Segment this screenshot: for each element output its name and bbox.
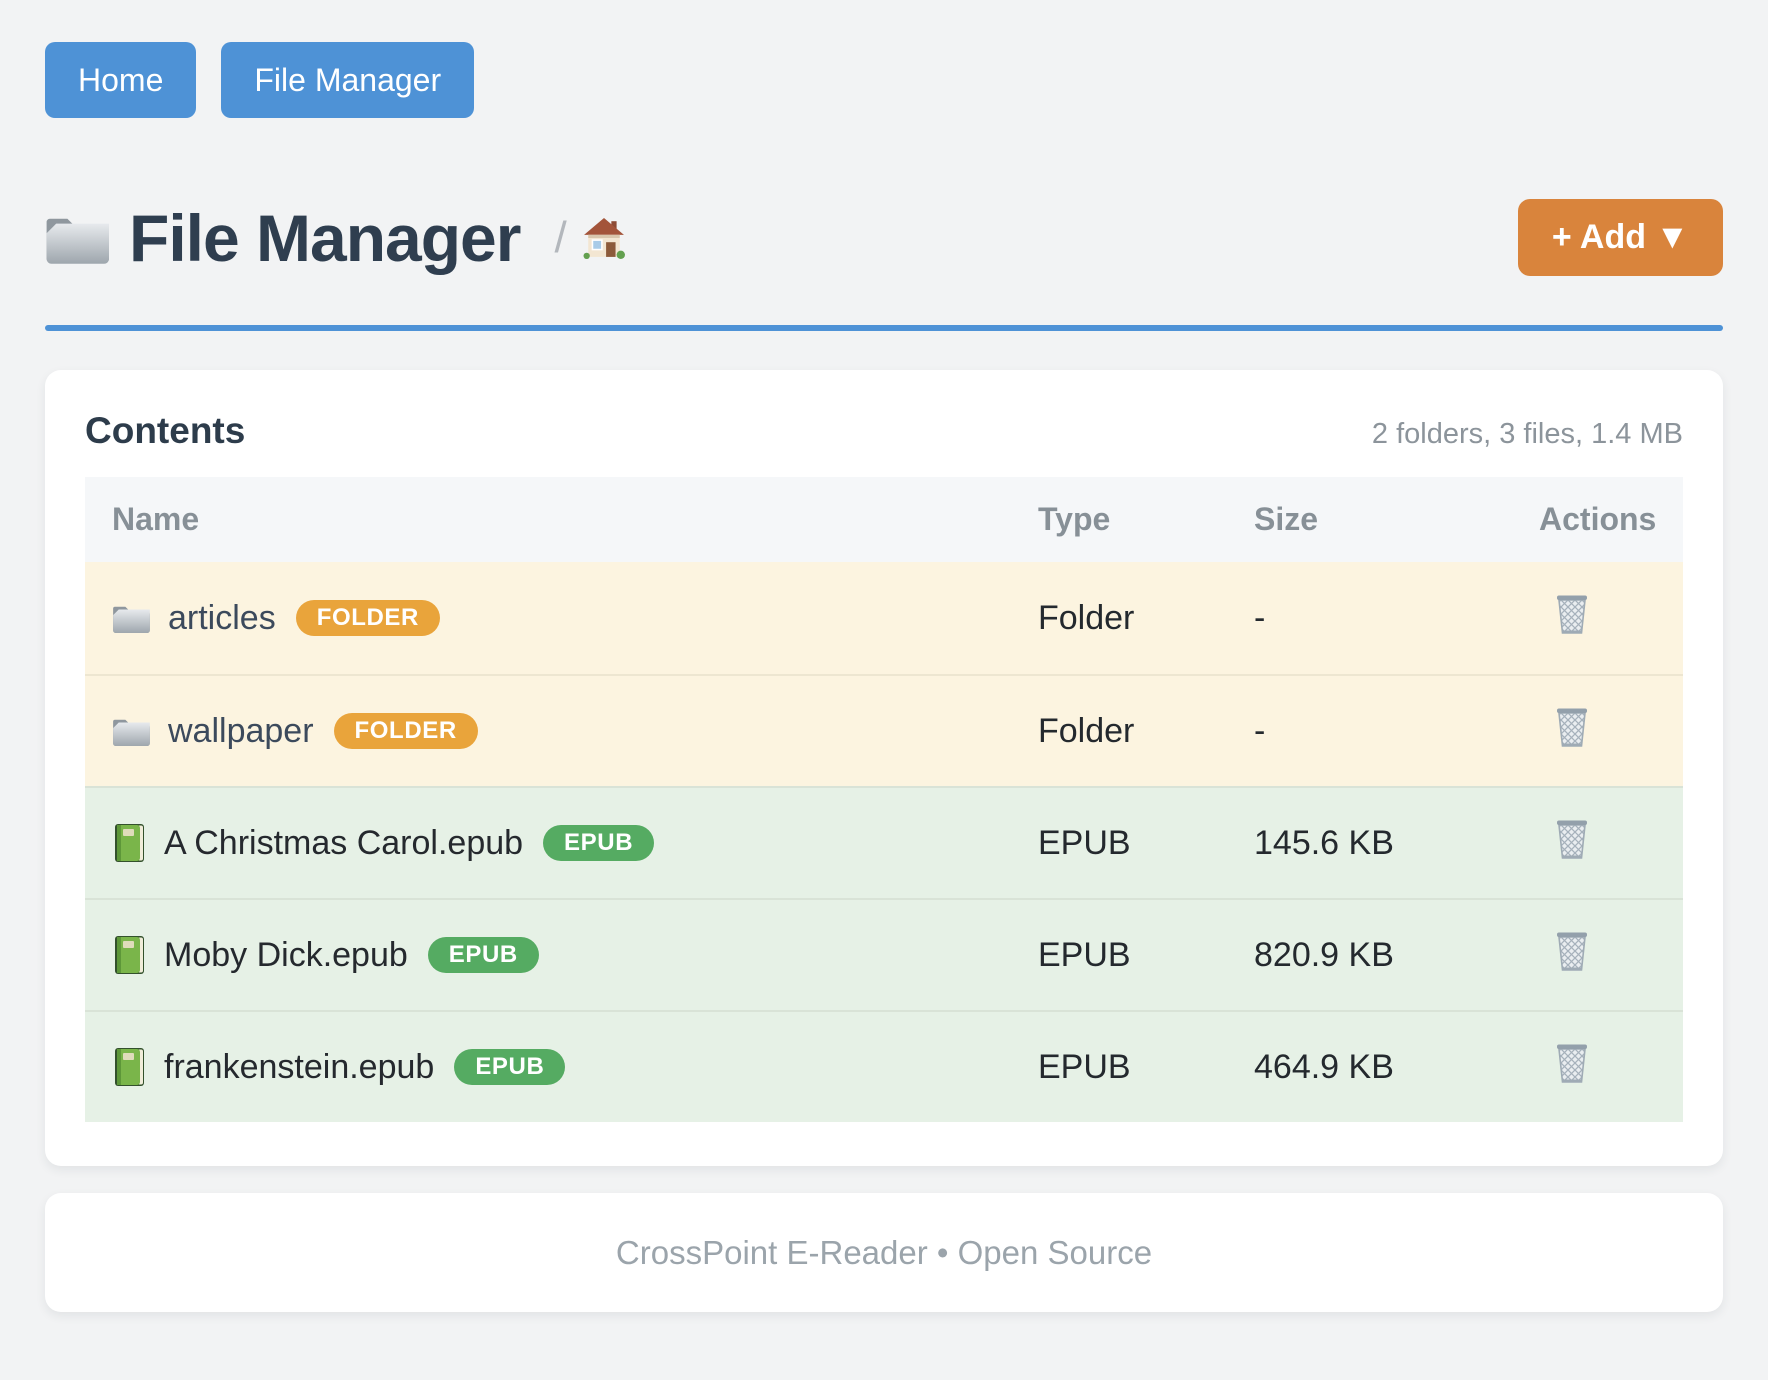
size-cell: 145.6 KB xyxy=(1254,823,1394,862)
size-cell: - xyxy=(1254,711,1266,750)
name-cell: frankenstein.epub EPUB xyxy=(85,1047,1038,1087)
actions-cell xyxy=(1539,593,1683,644)
contents-summary: 2 folders, 3 files, 1.4 MB xyxy=(1371,418,1683,450)
contents-card: Contents 2 folders, 3 files, 1.4 MB Name… xyxy=(45,370,1723,1166)
file-type-badge: EPUB xyxy=(454,1049,566,1085)
files-table: Name Type Size Actions articles FOLDER F… xyxy=(85,477,1683,1122)
table-row: articles FOLDER Folder - xyxy=(85,562,1683,674)
actions-cell xyxy=(1539,818,1683,869)
name-cell: A Christmas Carol.epub EPUB xyxy=(85,823,1038,863)
breadcrumb-nav: Home File Manager xyxy=(45,0,1723,118)
table-body: articles FOLDER Folder - wallpaper FOLDE… xyxy=(85,562,1683,1122)
book-icon xyxy=(112,823,146,863)
size-cell: 820.9 KB xyxy=(1254,935,1394,974)
actions-cell xyxy=(1539,706,1683,757)
delete-button[interactable] xyxy=(1539,593,1590,638)
table-row: A Christmas Carol.epub EPUB EPUB 145.6 K… xyxy=(85,786,1683,898)
type-cell: EPUB xyxy=(1038,935,1131,974)
type-cell: EPUB xyxy=(1038,823,1131,862)
wastebasket-icon xyxy=(1554,1042,1590,1087)
table-row: Moby Dick.epub EPUB EPUB 820.9 KB xyxy=(85,898,1683,1010)
name-cell: articles FOLDER xyxy=(85,599,1038,638)
actions-cell xyxy=(1539,1042,1683,1093)
column-header-size: Size xyxy=(1254,501,1319,537)
nav-file-manager-button[interactable]: File Manager xyxy=(221,42,475,118)
file-type-badge: EPUB xyxy=(543,825,655,861)
size-cell: 464.9 KB xyxy=(1254,1047,1394,1086)
breadcrumb-separator: / xyxy=(554,212,567,262)
delete-button[interactable] xyxy=(1539,818,1590,863)
file-name-link[interactable]: A Christmas Carol.epub xyxy=(164,823,524,862)
wastebasket-icon xyxy=(1554,593,1590,638)
page: Home File Manager File Manager / + Add ▼… xyxy=(45,0,1723,1312)
footer: CrossPoint E-Reader • Open Source xyxy=(45,1193,1723,1312)
type-cell: EPUB xyxy=(1038,1047,1131,1086)
page-header: File Manager / + Add ▼ xyxy=(45,190,1723,285)
file-type-badge: FOLDER xyxy=(295,600,440,636)
column-header-type: Type xyxy=(1038,501,1111,537)
delete-button[interactable] xyxy=(1539,706,1590,751)
card-title: Contents xyxy=(85,410,246,451)
footer-text: CrossPoint E-Reader • Open Source xyxy=(615,1233,1153,1271)
add-button[interactable]: + Add ▼ xyxy=(1518,199,1723,276)
size-cell: - xyxy=(1254,598,1266,637)
nav-home-button[interactable]: Home xyxy=(45,42,197,118)
book-icon xyxy=(112,935,146,975)
delete-button[interactable] xyxy=(1539,930,1590,975)
name-cell: Moby Dick.epub EPUB xyxy=(85,935,1038,975)
folder-icon xyxy=(45,210,109,266)
folder-icon xyxy=(112,715,150,747)
file-name-link[interactable]: frankenstein.epub xyxy=(164,1047,435,1086)
name-cell: wallpaper FOLDER xyxy=(85,712,1038,751)
file-type-badge: EPUB xyxy=(427,937,539,973)
table-row: frankenstein.epub EPUB EPUB 464.9 KB xyxy=(85,1010,1683,1122)
wastebasket-icon xyxy=(1554,930,1590,975)
page-title: File Manager xyxy=(129,200,521,275)
wastebasket-icon xyxy=(1554,818,1590,863)
table-header-row: Name Type Size Actions xyxy=(85,477,1683,562)
table-row: wallpaper FOLDER Folder - xyxy=(85,674,1683,786)
column-header-name: Name xyxy=(112,501,200,537)
column-header-actions: Actions xyxy=(1539,501,1657,537)
file-type-badge: FOLDER xyxy=(333,713,478,749)
file-name-link[interactable]: articles xyxy=(168,598,276,637)
file-name-link[interactable]: wallpaper xyxy=(168,711,314,750)
folder-icon xyxy=(112,602,150,634)
actions-cell xyxy=(1539,930,1683,981)
house-icon[interactable] xyxy=(583,217,625,259)
delete-button[interactable] xyxy=(1539,1042,1590,1087)
type-cell: Folder xyxy=(1038,598,1135,637)
header-divider xyxy=(45,325,1723,331)
title-wrap: File Manager / xyxy=(45,200,625,276)
file-name-link[interactable]: Moby Dick.epub xyxy=(164,935,408,974)
type-cell: Folder xyxy=(1038,711,1135,750)
wastebasket-icon xyxy=(1554,706,1590,751)
book-icon xyxy=(112,1047,146,1087)
card-head: Contents 2 folders, 3 files, 1.4 MB xyxy=(85,410,1683,452)
